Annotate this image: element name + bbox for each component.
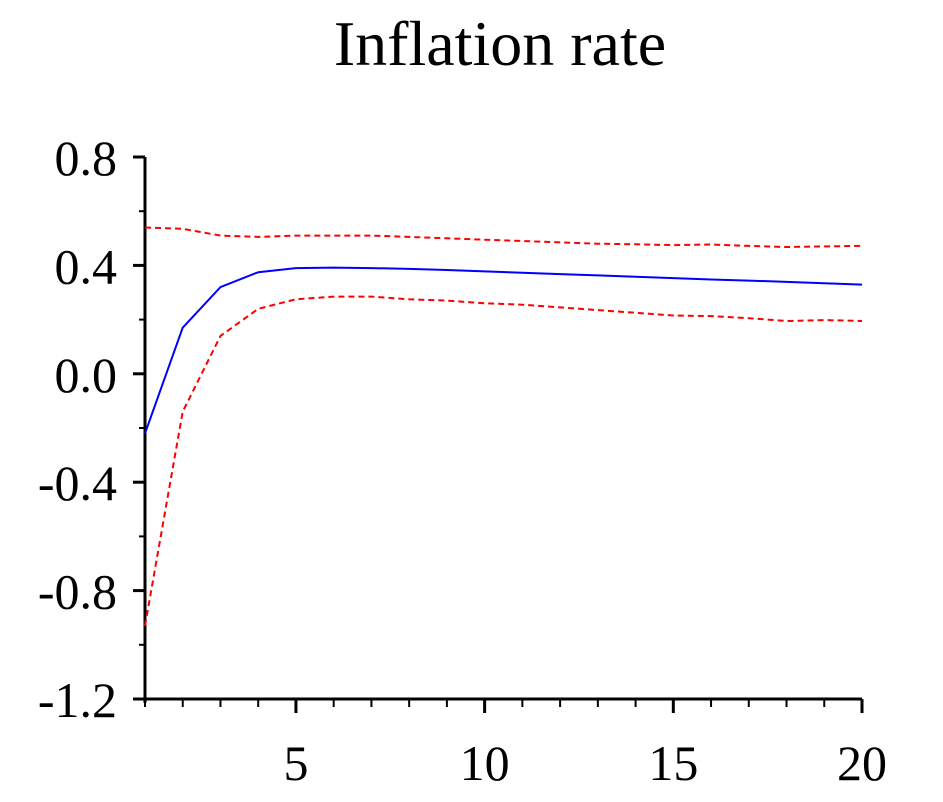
series-layer [144, 226, 863, 626]
x-tick-label: 15 [648, 735, 698, 791]
x-tick-label: 10 [460, 735, 510, 791]
axes: -1.2 -0.8 -0.4 0.0 0.4 0.8 5 10 15 20 [38, 130, 887, 791]
y-tick-label: -1.2 [38, 672, 117, 728]
response-line [144, 266, 863, 434]
x-tick-label: 5 [283, 735, 308, 791]
y-tick-label: -0.4 [38, 455, 117, 511]
x-tick-label: 20 [837, 735, 887, 791]
y-tick-label: 0.0 [55, 347, 118, 403]
chart-title: Inflation rate [334, 8, 666, 79]
y-tick-label: 0.4 [55, 238, 118, 294]
y-tick-label: 0.8 [55, 130, 118, 186]
upper-band-line [144, 226, 863, 249]
y-tick-label: -0.8 [38, 564, 117, 620]
lower-band-line [144, 295, 863, 626]
